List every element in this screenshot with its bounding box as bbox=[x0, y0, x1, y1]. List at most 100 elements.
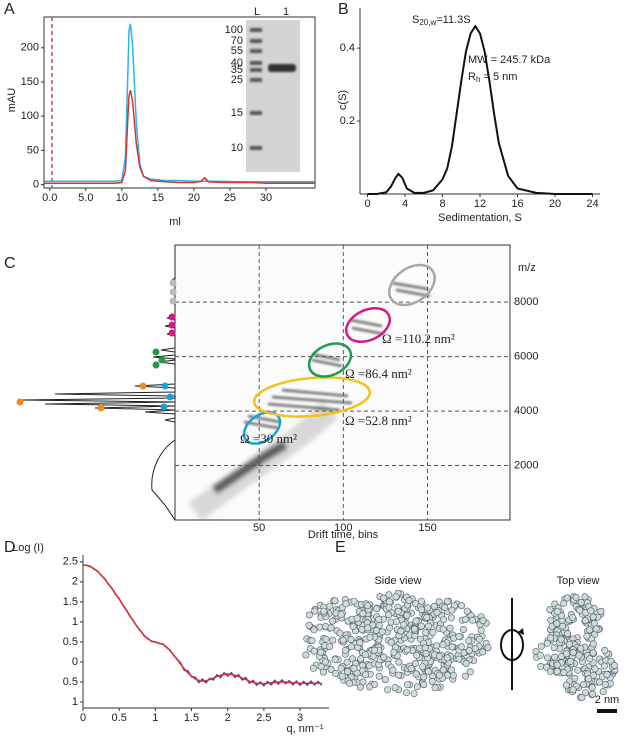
bead bbox=[384, 686, 392, 694]
bead bbox=[546, 606, 554, 614]
bead bbox=[364, 624, 372, 632]
bead bbox=[380, 594, 388, 602]
bead bbox=[363, 602, 371, 610]
bead bbox=[461, 672, 469, 680]
charge-dot bbox=[168, 313, 176, 321]
bead bbox=[537, 662, 545, 670]
bead bbox=[447, 614, 455, 622]
bead bbox=[465, 646, 473, 654]
signal-streak bbox=[391, 281, 429, 291]
y-tick-label: 2000 bbox=[514, 459, 538, 471]
bead bbox=[331, 656, 339, 664]
bead bbox=[543, 654, 551, 662]
y-axis-label: m/z bbox=[518, 262, 536, 274]
data-line bbox=[367, 24, 593, 195]
bead bbox=[430, 602, 438, 610]
ccs-ellipse bbox=[252, 376, 372, 418]
bead bbox=[462, 659, 470, 667]
data-line bbox=[82, 564, 323, 687]
y-tick-label: 2 bbox=[72, 576, 78, 588]
bead bbox=[439, 616, 447, 624]
bead bbox=[556, 645, 564, 653]
bead bbox=[423, 613, 431, 621]
bead bbox=[591, 665, 599, 673]
chart: 0 4 8 12 16 20 24 0.2 0.4 c(S) Sedimentation, S S20… bbox=[337, 8, 600, 224]
bead bbox=[365, 683, 373, 691]
bead bbox=[448, 606, 456, 614]
bead bbox=[537, 642, 545, 650]
bead bbox=[569, 614, 577, 622]
bead bbox=[536, 651, 544, 659]
bead bbox=[403, 681, 411, 689]
bead bbox=[412, 670, 420, 678]
bead bbox=[484, 644, 492, 652]
bead bbox=[446, 624, 454, 632]
bead bbox=[560, 599, 568, 607]
y-axis-label: Log (I) bbox=[12, 542, 44, 554]
ccs-ellipse bbox=[307, 342, 353, 378]
ladder-band bbox=[250, 39, 262, 43]
marker-label: 55 bbox=[231, 45, 243, 57]
ccs-label: Ω =30 nm² bbox=[240, 431, 297, 446]
annotation: S20,w=11.3S bbox=[412, 14, 471, 27]
panel-label: C bbox=[4, 255, 16, 272]
charge-dot bbox=[160, 403, 168, 411]
bead bbox=[559, 622, 567, 630]
bead bbox=[378, 628, 386, 636]
bead bbox=[358, 625, 366, 633]
x-tick-label: 0 bbox=[364, 198, 370, 210]
signal-streak bbox=[281, 388, 349, 398]
bead bbox=[420, 673, 428, 681]
charge-dot bbox=[152, 361, 160, 369]
bead bbox=[359, 610, 367, 618]
scale-label: 2 nm bbox=[595, 694, 619, 706]
bead bbox=[421, 644, 429, 652]
x-tick-label: 20 bbox=[188, 192, 200, 204]
scale-bar bbox=[597, 709, 617, 713]
charge-dot bbox=[169, 279, 177, 287]
bead bbox=[589, 640, 597, 648]
bead bbox=[302, 651, 310, 659]
annotation-part: MW = 245.7 kDa bbox=[468, 54, 551, 66]
bead bbox=[317, 648, 325, 656]
bead bbox=[405, 596, 413, 604]
x-tick-label: 0.5 bbox=[112, 712, 127, 724]
bead bbox=[310, 626, 318, 634]
view-label: Side view bbox=[374, 575, 421, 587]
bead bbox=[581, 593, 589, 601]
bead bbox=[562, 681, 570, 689]
bead bbox=[305, 621, 313, 629]
bead bbox=[375, 672, 383, 680]
signal-streak bbox=[311, 358, 343, 368]
x-tick-label: 0 bbox=[80, 712, 86, 724]
bead bbox=[429, 628, 437, 636]
bead bbox=[380, 653, 388, 661]
signal-streak bbox=[271, 395, 353, 405]
bead bbox=[317, 663, 325, 671]
bead bbox=[403, 611, 411, 619]
bead bbox=[310, 647, 318, 655]
bead-models: Side view Top view 2 nm bbox=[302, 575, 619, 713]
annotation-part: = 5 nm bbox=[480, 71, 517, 83]
x-tick-label: 1.5 bbox=[184, 712, 199, 724]
charge-dot bbox=[16, 398, 24, 406]
y-tick-label: 0.5 bbox=[63, 676, 78, 688]
bead bbox=[417, 606, 425, 614]
bead bbox=[347, 636, 355, 644]
bead bbox=[375, 615, 383, 623]
bead bbox=[420, 681, 428, 689]
marker-label: 15 bbox=[231, 107, 243, 119]
bead bbox=[413, 683, 421, 691]
bead bbox=[338, 672, 346, 680]
charge-dot bbox=[161, 382, 169, 390]
charge-dot bbox=[139, 382, 147, 390]
panel-label: A bbox=[4, 1, 15, 18]
y-tick-label: 0 bbox=[33, 178, 39, 190]
x-tick-label: 20 bbox=[549, 198, 561, 210]
bead bbox=[461, 616, 469, 624]
bead bbox=[339, 636, 347, 644]
marker-label: 35 bbox=[231, 64, 243, 76]
bead bbox=[441, 603, 449, 611]
bead bbox=[443, 597, 451, 605]
